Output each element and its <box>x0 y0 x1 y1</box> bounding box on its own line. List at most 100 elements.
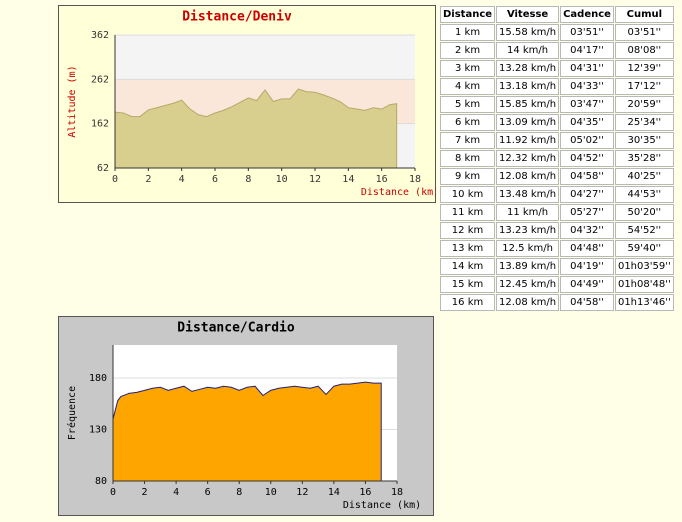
x-tick-label: 8 <box>236 487 242 498</box>
table-cell: 11.92 km/h <box>496 132 560 149</box>
table-row: 11 km 11 km/h 05'27'' 50'20'' <box>440 204 674 221</box>
y-tick-label: 62 <box>97 163 109 174</box>
table-row: 3 km 13.28 km/h 04'31'' 12'39'' <box>440 60 674 77</box>
table-cell: 25'34'' <box>614 114 674 131</box>
y-tick-label: 180 <box>89 373 107 384</box>
table-cell: 04'33'' <box>560 78 614 95</box>
x-tick-label: 6 <box>205 487 211 498</box>
table-cell: 03'51'' <box>614 24 674 41</box>
header-cell: Cumul <box>614 6 674 23</box>
table-cell: 14 km <box>440 258 496 275</box>
table-cell: 05'02'' <box>560 132 614 149</box>
table-row: 6 km 13.09 km/h 04'35'' 25'34'' <box>440 114 674 131</box>
table-row: 5 km 15.85 km/h 03'47'' 20'59'' <box>440 96 674 113</box>
area <box>115 89 397 168</box>
table-cell: 11 km/h <box>496 204 560 221</box>
chart-title: Distance/Cardio <box>177 321 295 336</box>
table-cell: 6 km <box>440 114 496 131</box>
header-cell: Vitesse <box>496 6 560 23</box>
table-cell: 10 km <box>440 186 496 203</box>
table-row: 4 km 13.18 km/h 04'33'' 17'12'' <box>440 78 674 95</box>
chart-cardio: Distance/Cardio 80 130 180 0 2 4 6 8 10 12 14 16 18 Di… <box>58 316 434 516</box>
x-tick-label: 2 <box>145 174 151 185</box>
y-axis-label: Altitude (m) <box>67 65 78 137</box>
table-row: 1 km 15.58 km/h 03'51'' 03'51'' <box>440 24 674 41</box>
header-cell: Cadence <box>560 6 614 23</box>
table-cell: 04'48'' <box>560 240 614 257</box>
y-tick-label: 362 <box>91 30 109 41</box>
header-cell: Distance <box>440 6 496 23</box>
chart-title: Distance/Deniv <box>182 10 292 25</box>
table-cell: 11 km <box>440 204 496 221</box>
chart-altitude: Distance/Deniv 62 162 262 362 0 2 4 6 8 10 12 14 16 18… <box>58 5 436 203</box>
table-cell: 01h03'59'' <box>614 258 674 275</box>
x-tick-label: 16 <box>359 487 371 498</box>
table-cell: 12'39'' <box>614 60 674 77</box>
x-axis-label: Distance (km) <box>343 500 421 511</box>
table-row: 14 km 13.89 km/h 04'19'' 01h03'59'' <box>440 258 674 275</box>
table-cell: 8 km <box>440 150 496 167</box>
header-row: Distance Vitesse Cadence Cumul <box>440 6 674 23</box>
table-cell: 54'52'' <box>614 222 674 239</box>
table-row: 15 km 12.45 km/h 04'49'' 01h08'48'' <box>440 276 674 293</box>
table-cell: 08'08'' <box>614 42 674 59</box>
table-cell: 59'40'' <box>614 240 674 257</box>
table-cell: 13.09 km/h <box>496 114 560 131</box>
x-tick-label: 16 <box>376 174 388 185</box>
table-cell: 4 km <box>440 78 496 95</box>
table-cell: 01h08'48'' <box>614 276 674 293</box>
table-row: 12 km 13.23 km/h 04'32'' 54'52'' <box>440 222 674 239</box>
table-cell: 13.48 km/h <box>496 186 560 203</box>
table-cell: 9 km <box>440 168 496 185</box>
y-tick-label: 162 <box>91 119 109 130</box>
table-cell: 12 km <box>440 222 496 239</box>
table-cell: 04'58'' <box>560 168 614 185</box>
x-tick-label: 6 <box>212 174 218 185</box>
table-cell: 04'32'' <box>560 222 614 239</box>
table-cell: 12.5 km/h <box>496 240 560 257</box>
table-cell: 14 km/h <box>496 42 560 59</box>
table-cell: 12.08 km/h <box>496 168 560 185</box>
area <box>113 382 382 481</box>
table-cell: 01h13'46'' <box>614 294 674 311</box>
y-tick-label: 80 <box>95 476 107 487</box>
y-axis-label: Fréquence <box>66 386 78 440</box>
x-tick-label: 2 <box>142 487 148 498</box>
table-cell: 50'20'' <box>614 204 674 221</box>
table-cell: 13.18 km/h <box>496 78 560 95</box>
table-cell: 04'19'' <box>560 258 614 275</box>
table-cell: 03'51'' <box>560 24 614 41</box>
table-cell: 04'52'' <box>560 150 614 167</box>
table-row: 8 km 12.32 km/h 04'52'' 35'28'' <box>440 150 674 167</box>
table-cell: 44'53'' <box>614 186 674 203</box>
table-cell: 16 km <box>440 294 496 311</box>
x-tick-label: 8 <box>245 174 251 185</box>
table-cell: 5 km <box>440 96 496 113</box>
y-tick-label: 262 <box>91 74 109 85</box>
area-line <box>114 88 398 168</box>
table-cell: 40'25'' <box>614 168 674 185</box>
table-cell: 30'35'' <box>614 132 674 149</box>
table-cell: 03'47'' <box>560 96 614 113</box>
table-row: 2 km 14 km/h 04'17'' 08'08'' <box>440 42 674 59</box>
table-cell: 15.58 km/h <box>496 24 560 41</box>
table-cell: 2 km <box>440 42 496 59</box>
x-tick-label: 12 <box>309 174 321 185</box>
x-tick-label: 0 <box>112 174 118 185</box>
table-cell: 12.45 km/h <box>496 276 560 293</box>
table-cell: 05'27'' <box>560 204 614 221</box>
table-row: 9 km 12.08 km/h 04'58'' 40'25'' <box>440 168 674 185</box>
split-table: Distance Vitesse Cadence Cumul 1 km 15.58 km/… <box>439 5 675 312</box>
table-row: 10 km 13.48 km/h 04'27'' 44'53'' <box>440 186 674 203</box>
x-tick-label: 10 <box>276 174 288 185</box>
table-cell: 13.28 km/h <box>496 60 560 77</box>
table-cell: 15 km <box>440 276 496 293</box>
table-cell: 20'59'' <box>614 96 674 113</box>
table-cell: 04'35'' <box>560 114 614 131</box>
table-cell: 13.89 km/h <box>496 258 560 275</box>
x-tick-label: 18 <box>409 174 421 185</box>
table-cell: 04'49'' <box>560 276 614 293</box>
table-cell: 12.08 km/h <box>496 294 560 311</box>
x-tick-label: 14 <box>328 487 340 498</box>
